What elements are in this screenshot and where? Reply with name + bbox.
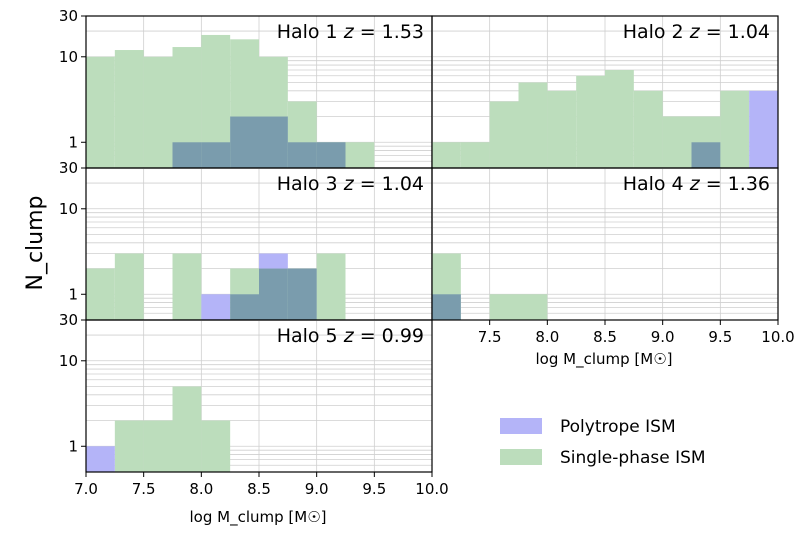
y-tick-label: 30 — [59, 159, 78, 177]
panel-title: Halo 4 z = 1.36 — [623, 173, 770, 195]
x-tick-label: 9.5 — [362, 480, 386, 498]
legend-swatch-polytrope — [500, 418, 542, 434]
y-tick-label: 1 — [68, 437, 78, 455]
bar-overlap — [432, 294, 461, 320]
bar-single-phase — [720, 90, 750, 168]
legend-swatch-single-phase — [500, 449, 542, 465]
bar-polytrope — [749, 90, 778, 168]
bar-polytrope — [259, 253, 288, 269]
x-axis-label-bottom: log M_clump [M☉] — [190, 508, 327, 527]
bar-single-phase — [114, 253, 144, 320]
legend-label-polytrope: Polytrope ISM — [560, 417, 676, 437]
bar-single-phase — [172, 253, 202, 320]
bar-polytrope — [201, 294, 231, 320]
bar-single-phase — [114, 420, 144, 472]
bar-overlap — [287, 142, 317, 168]
x-axis-label-right: log M_clump [M☉] — [536, 350, 673, 369]
bar-single-phase — [345, 142, 375, 168]
bar-single-phase — [518, 294, 548, 320]
x-tick-label: 7.5 — [478, 328, 502, 346]
bar-single-phase — [86, 268, 115, 320]
bar-overlap — [259, 268, 288, 320]
x-tick-label: 9.0 — [651, 328, 675, 346]
x-tick-label: 8.0 — [535, 328, 559, 346]
x-tick-label: 10.0 — [761, 328, 794, 346]
bar-single-phase — [633, 90, 663, 168]
y-tick-label: 10 — [59, 48, 78, 66]
y-tick-label: 30 — [59, 7, 78, 25]
x-tick-label: 9.5 — [708, 328, 732, 346]
panel-title: Halo 3 z = 1.04 — [277, 173, 424, 195]
bar-single-phase — [605, 70, 634, 168]
bar-single-phase — [86, 56, 115, 169]
bar-overlap — [287, 268, 317, 320]
panel-title: Halo 1 z = 1.53 — [277, 21, 424, 43]
panel-5: 1 10 30 7.0 7.5 8.0 8.5 9.0 9.5 10.0 Halo 5 z = 0.… — [59, 311, 449, 498]
x-tick-label: 7.5 — [132, 480, 156, 498]
bar-single-phase — [432, 142, 461, 168]
bar-single-phase — [576, 75, 605, 168]
bar-single-phase — [489, 294, 519, 320]
bar-single-phase — [547, 90, 577, 168]
panels-group: 1 10 30 Halo 1 z = 1.53 Halo 2 z = 1.04 1 10 30… — [59, 7, 795, 498]
bar-single-phase — [316, 253, 346, 320]
bar-overlap — [172, 142, 202, 168]
y-tick-label: 30 — [59, 311, 78, 329]
bar-overlap — [201, 142, 231, 168]
bar-single-phase — [662, 116, 692, 168]
y-tick-label: 1 — [68, 285, 78, 303]
panel-title: Halo 5 z = 0.99 — [277, 325, 424, 347]
panel-title: Halo 2 z = 1.04 — [623, 21, 770, 43]
panel-4: 7.5 8.0 8.5 9.0 9.5 10.0 Halo 4 z = 1.36 — [431, 167, 795, 346]
x-tick-label: 8.5 — [593, 328, 617, 346]
bar-single-phase — [460, 142, 490, 168]
panel-3: 1 10 30 Halo 3 z = 1.04 — [59, 159, 433, 321]
bar-polytrope — [86, 446, 115, 472]
bar-overlap — [691, 142, 721, 168]
bar-single-phase — [143, 56, 173, 169]
bar-single-phase — [172, 386, 202, 472]
bar-overlap — [230, 116, 259, 168]
y-tick-label: 1 — [68, 133, 78, 151]
bar-single-phase — [114, 50, 144, 168]
legend-label-single-phase: Single-phase ISM — [560, 448, 706, 468]
bar-single-phase — [518, 82, 548, 168]
bar-single-phase — [143, 420, 173, 472]
x-tick-label: 8.0 — [189, 480, 213, 498]
x-tick-label: 7.0 — [74, 480, 98, 498]
bar-single-phase — [489, 101, 519, 168]
bar-overlap — [316, 142, 346, 168]
bar-single-phase — [201, 420, 231, 472]
bar-overlap — [230, 294, 259, 320]
x-tick-label: 8.5 — [247, 480, 271, 498]
legend: Polytrope ISM Single-phase ISM — [500, 417, 706, 468]
bar-overlap — [259, 116, 288, 168]
x-tick-label: 9.0 — [305, 480, 329, 498]
panel-2: Halo 2 z = 1.04 — [431, 15, 779, 169]
y-tick-label: 10 — [59, 200, 78, 218]
panel-1: 1 10 30 Halo 1 z = 1.53 — [59, 7, 433, 169]
x-tick-label: 10.0 — [415, 480, 448, 498]
y-axis-label: N_clump — [23, 195, 48, 290]
y-tick-label: 10 — [59, 352, 78, 370]
